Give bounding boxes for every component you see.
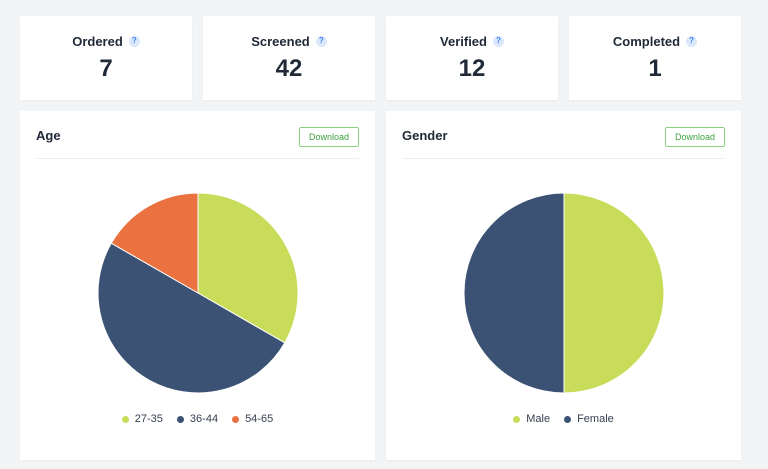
stat-card-completed: Completed ? 1 <box>569 16 741 100</box>
legend-label: 27-35 <box>134 413 163 425</box>
stat-card-verified: Verified ? 12 <box>386 16 558 100</box>
legend-dot <box>513 415 521 423</box>
panel-title: Gender <box>402 128 448 143</box>
stat-value: 42 <box>275 54 303 82</box>
help-icon[interactable]: ? <box>492 35 504 47</box>
divider <box>402 158 725 159</box>
legend-label: Male <box>526 413 551 425</box>
help-icon[interactable]: ? <box>315 35 327 47</box>
pie-slice-27-35[interactable] <box>197 192 299 344</box>
legend-label: Female <box>577 413 614 425</box>
age-legend: 27-35 36-44 54-65 <box>20 413 375 425</box>
legend-item[interactable]: 36-44 <box>176 413 219 425</box>
legend-item[interactable]: 54-65 <box>232 413 273 425</box>
stat-card-screened: Screened ? 42 <box>203 16 375 100</box>
gender-legend: Male Female <box>386 413 741 425</box>
help-icon[interactable]: ? <box>128 35 140 47</box>
legend-dot <box>232 415 240 423</box>
pie-slice-36-44[interactable] <box>97 242 286 394</box>
stat-value: 12 <box>458 54 486 82</box>
pie-slice-female[interactable] <box>463 192 565 394</box>
panel-title: Age <box>36 128 61 143</box>
legend-item[interactable]: Female <box>564 413 614 425</box>
download-button[interactable]: Download <box>665 127 725 147</box>
legend-label: 54-65 <box>245 413 274 425</box>
download-button[interactable]: Download <box>299 127 359 147</box>
legend-dot <box>176 415 184 423</box>
gender-panel: Gender Download Male Female <box>386 111 741 460</box>
age-panel: Age Download 27-35 36-44 54-65 <box>20 111 375 460</box>
legend-dot <box>121 415 129 423</box>
pie-slice-54-65[interactable] <box>110 192 199 294</box>
legend-dot <box>564 415 572 423</box>
legend-item[interactable]: 27-35 <box>121 413 163 425</box>
gender-pie-chart <box>463 192 665 394</box>
stat-label: Verified <box>440 33 487 49</box>
stat-label: Screened <box>251 33 310 49</box>
stat-card-ordered: Ordered ? 7 <box>20 16 192 100</box>
stat-value: 1 <box>648 54 662 82</box>
stat-label: Ordered <box>72 33 123 49</box>
help-icon[interactable]: ? <box>686 35 698 47</box>
stat-value: 7 <box>99 54 113 82</box>
stat-label: Completed <box>612 33 681 49</box>
legend-item[interactable]: Male <box>513 413 550 425</box>
legend-label: 36-44 <box>189 413 219 425</box>
pie-slice-male[interactable] <box>563 192 665 394</box>
divider <box>36 158 359 159</box>
age-pie-chart <box>97 192 299 394</box>
